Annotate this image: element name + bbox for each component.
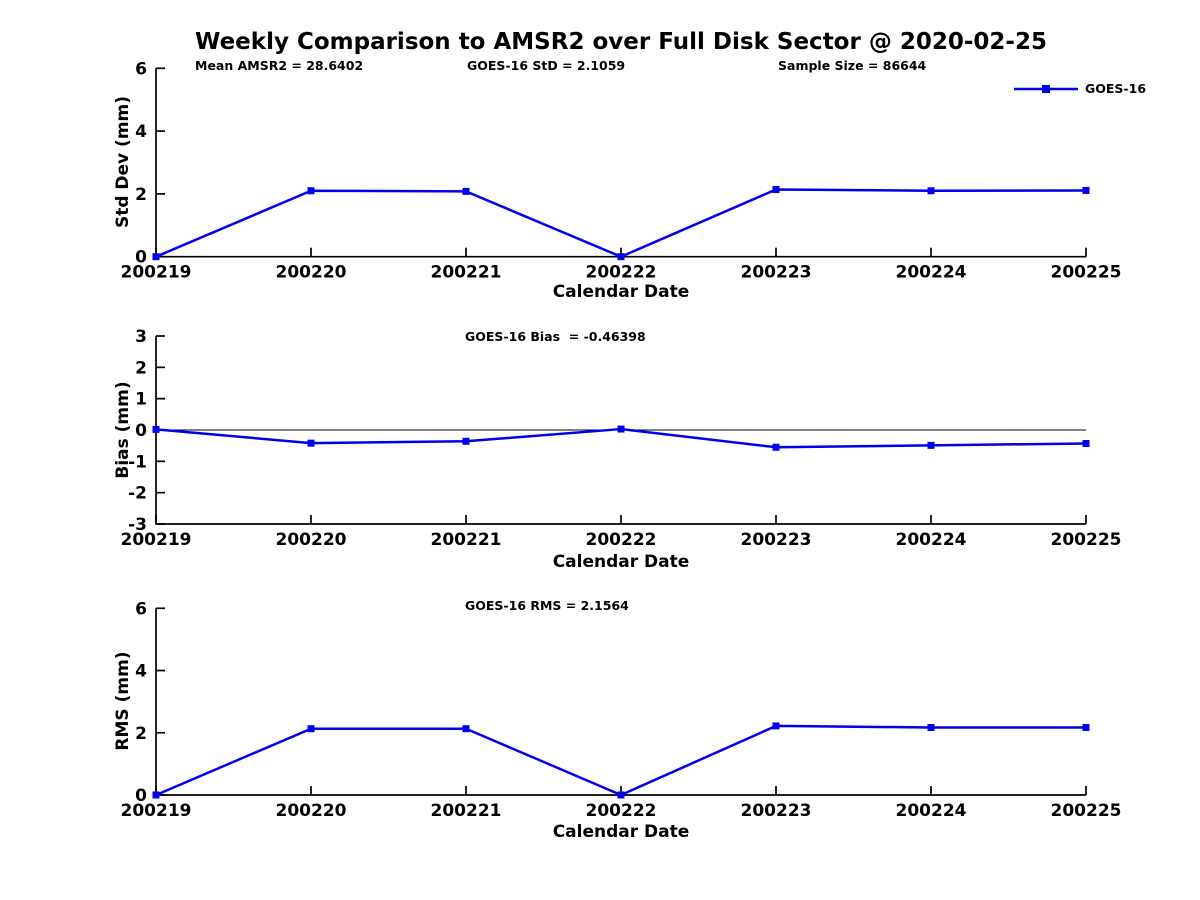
x-tick-label: 200225	[1051, 801, 1122, 821]
y-tick-label: 6	[135, 59, 147, 79]
x-tick-label: 200221	[431, 263, 502, 283]
legend-label: GOES-16	[1085, 81, 1147, 96]
x-tick-label: 200220	[276, 801, 347, 821]
legend-line-marker-icon	[1014, 84, 1078, 93]
y-tick-label: 2	[135, 724, 147, 744]
y-tick-label: 0	[135, 786, 147, 806]
y-axis-label-bias: Bias (mm)	[113, 381, 133, 479]
data-point	[772, 443, 780, 451]
rms-subplot: 0 2 4 6 200219 200220 200221 200222 200223 200224…	[121, 599, 1122, 821]
data-point	[462, 725, 470, 733]
legend: GOES-16	[1014, 81, 1146, 96]
annotation-mean-amsr2: Mean AMSR2 = 28.6402	[195, 58, 364, 73]
y-tick-label: 3	[135, 327, 147, 347]
y-tick-label: 2	[135, 185, 147, 205]
x-tick-label: 200220	[276, 263, 347, 283]
x-tick-label: 200225	[1051, 530, 1122, 550]
x-axis-label-calendar-date: Calendar Date	[552, 822, 690, 842]
data-point	[462, 187, 470, 195]
x-tick-label: 200219	[121, 263, 192, 283]
annotation-sample-size: Sample Size = 86644	[778, 58, 927, 73]
annotation-goes16-rms: GOES-16 RMS = 2.1564	[465, 598, 629, 613]
y-tick-label: -3	[128, 515, 147, 535]
data-point	[152, 253, 160, 261]
figure-title: Weekly Comparison to AMSR2 over Full Dis…	[195, 29, 1047, 55]
y-tick-label: 2	[135, 358, 147, 378]
y-tick-label: -2	[128, 484, 147, 504]
x-tick-label: 200219	[121, 801, 192, 821]
data-point	[927, 187, 935, 195]
data-point	[1082, 186, 1090, 194]
x-tick-label: 200224	[896, 530, 967, 550]
x-axis-label-calendar-date: Calendar Date	[552, 552, 690, 572]
data-point	[307, 439, 315, 447]
data-point	[927, 441, 935, 449]
y-tick-label: 4	[135, 122, 147, 142]
series-line-goes-16	[155, 724, 1086, 797]
x-tick-label: 200220	[276, 530, 347, 550]
annotation-goes16-bias: GOES-16 Bias = -0.46398	[465, 329, 646, 344]
data-point	[617, 253, 625, 261]
axes-spines	[155, 608, 1086, 796]
x-tick-label: 200222	[586, 801, 657, 821]
bias-subplot: -3 -2 -1 0 1 2 3 200219 200220 200221 200222 200223…	[121, 327, 1122, 550]
data-point	[772, 722, 780, 730]
x-tick-label: 200221	[431, 801, 502, 821]
x-tick-label: 200224	[896, 801, 967, 821]
x-tick-label: 200225	[1051, 263, 1122, 283]
y-tick-label: 4	[135, 662, 147, 682]
data-point	[772, 186, 780, 194]
axes-spines	[155, 68, 1086, 258]
data-point	[617, 425, 625, 433]
x-tick-label: 200223	[741, 263, 812, 283]
data-point	[462, 437, 470, 445]
x-tick-label: 200221	[431, 530, 502, 550]
data-point	[152, 425, 160, 433]
x-tick-label: 200224	[896, 263, 967, 283]
y-tick-label: -1	[128, 452, 147, 472]
x-tick-label: 200222	[586, 263, 657, 283]
x-axis-label-calendar-date: Calendar Date	[552, 282, 690, 302]
data-point	[307, 187, 315, 195]
y-tick-label: 0	[135, 248, 147, 268]
y-tick-label: 6	[135, 599, 147, 619]
y-tick-label: 0	[135, 421, 147, 441]
annotation-goes16-std: GOES-16 StD = 2.1059	[467, 58, 626, 73]
data-point	[617, 791, 625, 799]
y-axis-label-rms: RMS (mm)	[113, 651, 133, 751]
data-point	[1082, 439, 1090, 447]
data-point	[927, 723, 935, 731]
y-axis-label-std-dev: Std Dev (mm)	[113, 95, 133, 229]
x-tick-label: 200223	[741, 530, 812, 550]
series-line-goes-16	[155, 188, 1087, 258]
y-tick-label: 1	[135, 390, 147, 410]
x-tick-label: 200222	[586, 530, 657, 550]
data-point	[1082, 723, 1090, 731]
data-point	[152, 791, 160, 799]
std-dev-subplot: 0 2 4 6 200219 200220 200221 200222 200223 200224…	[121, 59, 1122, 282]
x-tick-label: 200219	[121, 530, 192, 550]
data-point	[307, 725, 315, 733]
x-tick-label: 200223	[741, 801, 812, 821]
